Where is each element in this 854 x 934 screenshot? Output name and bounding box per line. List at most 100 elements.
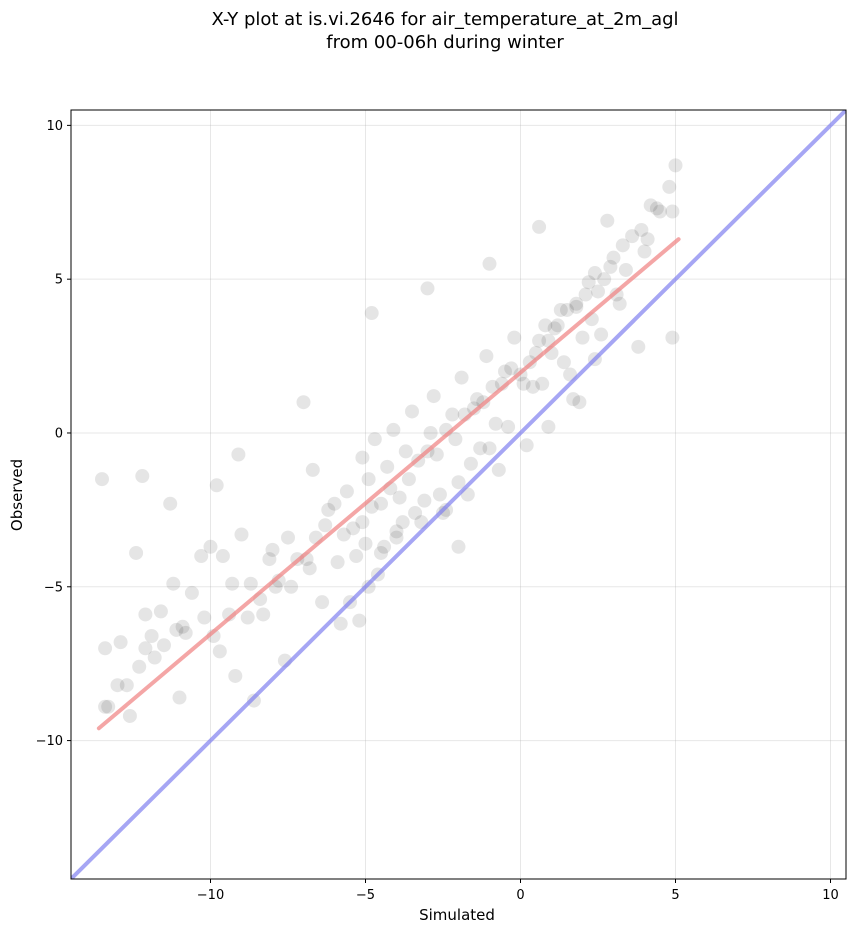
data-point [262,552,277,567]
data-point [488,416,503,431]
data-point [302,561,317,576]
data-point [569,296,584,311]
data-point [575,330,590,345]
data-point [603,259,618,274]
data-point [615,238,630,253]
data-point [479,349,494,364]
data-point [138,641,153,656]
data-point [389,530,404,545]
data-point [225,576,240,591]
data-point [333,616,348,631]
data-point [426,389,441,404]
data-point [578,287,593,302]
data-point [439,502,454,517]
data-point [367,432,382,447]
data-point [519,438,534,453]
data-point [467,401,481,416]
data-point [451,475,466,490]
data-point [482,256,497,271]
data-point [355,515,370,530]
data-point [556,355,571,370]
data-point [377,539,392,554]
data-point [389,524,404,539]
data-point [420,281,435,296]
data-point [215,549,230,564]
data-point [535,376,550,391]
data-point [463,456,478,471]
data-point [101,699,116,714]
data-point [144,628,159,643]
data-point [662,179,677,194]
data-point [315,595,330,610]
data-point [408,505,423,520]
y-axis-label: Observed [8,459,26,531]
data-point [246,693,261,708]
data-point [395,515,410,530]
data-point [547,321,562,336]
data-point [265,542,280,557]
data-point [209,478,224,493]
data-point [538,318,553,333]
chart-subtitle: from 00-06h during winter [326,32,564,53]
data-point [631,339,646,354]
data-point [643,198,658,213]
data-point [473,441,488,456]
data-point [532,219,547,234]
data-point [606,250,621,265]
data-point [417,493,432,508]
data-point [138,607,153,622]
y-tick-label: 10 [46,119,63,134]
data-point [157,638,171,653]
x-tick-label: 10 [822,888,839,903]
y-tick-label: −10 [36,734,63,749]
data-point [197,610,212,625]
data-point [256,607,271,622]
data-point [212,644,227,659]
data-point [95,472,109,487]
data-point [504,361,519,376]
chart-title: X-Y plot at is.vi.2646 for air_temperatu… [211,9,679,30]
data-point [122,708,137,723]
data-point [119,678,134,693]
data-point [550,318,565,333]
x-tick-label: −5 [356,888,375,903]
y-tick-label: −5 [44,580,63,595]
x-tick-label: 5 [671,888,679,903]
data-point [587,266,602,281]
data-point [597,272,612,287]
data-point [423,425,438,440]
data-point [135,469,150,484]
data-point [240,610,255,625]
data-point [591,284,605,299]
data-point [98,641,113,656]
data-point [532,333,547,348]
data-point [339,484,354,499]
data-point [401,472,416,487]
y-tick-label: 0 [55,426,63,441]
data-point [132,659,147,674]
data-point [346,521,361,536]
data-point [113,635,128,650]
data-point [147,650,162,665]
data-point [560,302,574,317]
data-point [374,496,388,511]
data-point [166,576,181,591]
x-tick-label: 0 [516,888,524,903]
data-point [454,370,469,385]
grid-lines [71,110,846,879]
data-point [203,539,218,554]
data-point [169,622,184,637]
data-point [231,447,246,462]
data-point [172,690,187,705]
plot-frame [70,109,847,880]
data-point [392,490,407,505]
data-point [649,201,664,216]
data-point [178,625,193,640]
data-point [637,244,652,259]
data-point [184,585,199,600]
data-point [398,444,413,459]
data-point [355,450,370,465]
data-point [321,502,336,517]
data-point [374,545,388,560]
data-point [228,668,243,683]
